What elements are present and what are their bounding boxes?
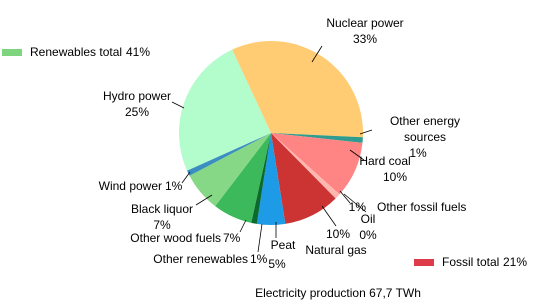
slice-value: 7% <box>153 218 171 232</box>
leader-line <box>195 194 213 206</box>
slice-label: Wind power <box>98 179 162 193</box>
slice-value: 10% <box>382 170 408 184</box>
group-swatch <box>2 49 22 56</box>
group-value: 41% <box>126 45 151 59</box>
caption: Electricity production 67,7 TWh <box>255 286 421 300</box>
slice-label: Other renewables <box>153 252 248 266</box>
slice-label: Natural gas <box>305 243 367 257</box>
leader-line <box>239 219 247 233</box>
slice-value: 5% <box>268 257 286 271</box>
leader-line <box>171 101 185 109</box>
pie-slice <box>271 133 363 143</box>
pie-slice <box>256 133 286 225</box>
slice-value: 0% <box>359 228 377 242</box>
slice-value: 7% <box>223 231 241 245</box>
slice-label: Hydro power <box>102 89 172 103</box>
slice-label: Hard coal <box>359 154 411 168</box>
slice-value: 1% <box>250 252 268 266</box>
group-name: Renewables total <box>30 45 123 59</box>
leader-line <box>359 129 373 135</box>
pie-slice <box>215 133 271 223</box>
slice-label: Other energy sources <box>389 114 461 144</box>
pie-slice <box>271 133 363 195</box>
slice-value: 1% <box>165 179 183 193</box>
leader-line <box>181 171 191 184</box>
slice-value: 25% <box>124 105 150 119</box>
group-value: 21% <box>503 255 528 269</box>
slice-label: Peat <box>270 238 296 252</box>
slice-label: Other wood fuels <box>130 231 221 245</box>
pie-slice <box>251 133 271 224</box>
leader-line <box>343 193 367 213</box>
group-swatch <box>414 259 434 266</box>
leader-line <box>339 190 351 204</box>
slice-label: Black liquor <box>130 202 194 216</box>
slice-value: 1% <box>348 200 366 214</box>
slice-label: Oil <box>360 212 376 226</box>
slice-value: 10% <box>325 227 351 241</box>
leader-line <box>321 205 337 227</box>
slice-value: 33% <box>352 32 378 46</box>
group-name: Fossil total <box>442 255 500 269</box>
leader-line <box>311 45 323 63</box>
pie-slice <box>187 133 271 176</box>
pie-slice <box>179 49 271 171</box>
pie-slice <box>189 133 271 207</box>
pie-slice <box>232 41 363 138</box>
slice-label: Other fossil fuels <box>377 200 467 214</box>
leader-line <box>349 149 365 161</box>
slice-label: Nuclear power <box>326 16 404 30</box>
pie-slice <box>271 133 340 199</box>
leader-line <box>257 223 263 253</box>
slice-value: 1% <box>409 146 427 160</box>
pie-slice <box>271 133 336 224</box>
